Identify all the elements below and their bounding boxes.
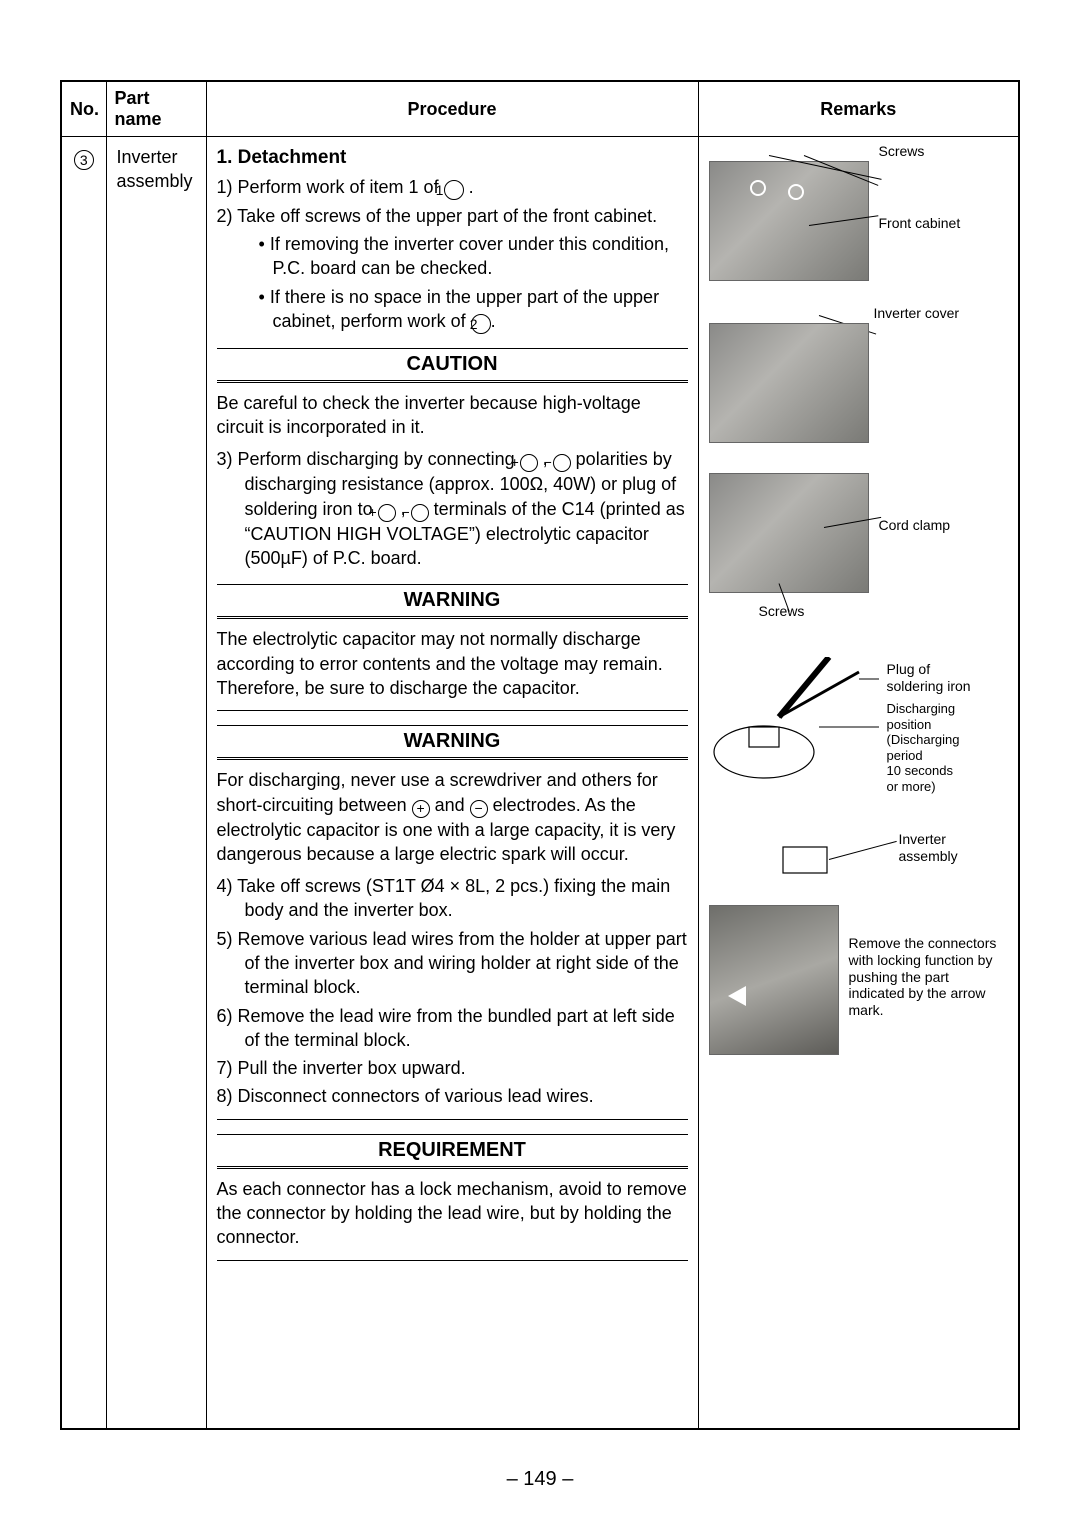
requirement-text: As each connector has a lock mechanism, … bbox=[217, 1177, 688, 1250]
header-proc: Procedure bbox=[206, 82, 698, 137]
warning-1-text: The electrolytic capacitor may not norma… bbox=[217, 627, 688, 700]
cell-remarks: Screws Front cabinet Inverter cover bbox=[698, 137, 1018, 1429]
step-1-end: . bbox=[464, 177, 474, 197]
divider bbox=[217, 725, 688, 726]
sketch-placeholder bbox=[709, 657, 879, 797]
circled-ref-1: 1 bbox=[444, 180, 464, 200]
step-5: 5) Remove various lead wires from the ho… bbox=[217, 927, 688, 1000]
table-row: 3 Inverter assembly 1. Detachment 1) Per… bbox=[62, 137, 1018, 1429]
step-2-bullet-1: If removing the inverter cover under thi… bbox=[259, 232, 688, 281]
steps-list-2: 3) Perform discharging by connecting + ,… bbox=[217, 447, 688, 570]
minus-icon: − bbox=[553, 454, 571, 472]
warning-heading-1: WARNING bbox=[217, 587, 688, 619]
figure-inverter-assembly-label: Inverter assembly bbox=[709, 831, 1009, 891]
procedure-table: No. Part name Procedure Remarks 3 Invert… bbox=[62, 82, 1018, 1428]
requirement-heading: REQUIREMENT bbox=[217, 1137, 688, 1169]
detachment-title: 1. Detachment bbox=[217, 145, 688, 171]
divider bbox=[217, 1260, 688, 1261]
header-no: No. bbox=[62, 82, 106, 137]
plus-icon: + bbox=[378, 504, 396, 522]
steps-list-3: 4) Take off screws (ST1T Ø4 × 8L, 2 pcs.… bbox=[217, 874, 688, 1109]
warning-heading-2: WARNING bbox=[217, 728, 688, 760]
minus-icon: − bbox=[411, 504, 429, 522]
page-frame: No. Part name Procedure Remarks 3 Invert… bbox=[60, 80, 1020, 1430]
divider bbox=[217, 348, 688, 349]
divider bbox=[217, 710, 688, 711]
step-2-bullets: If removing the inverter cover under thi… bbox=[245, 232, 688, 334]
leader-line bbox=[828, 841, 896, 860]
label-inverter-assembly: Inverter assembly bbox=[899, 831, 958, 865]
step-1: 1) Perform work of item 1 of 1 . bbox=[217, 175, 688, 200]
header-rem: Remarks bbox=[698, 82, 1018, 137]
label-front-cabinet: Front cabinet bbox=[879, 215, 961, 232]
figure-screws-front-cabinet: Screws Front cabinet bbox=[709, 145, 1009, 295]
table-header-row: No. Part name Procedure Remarks bbox=[62, 82, 1018, 137]
part-name-line1: Inverter bbox=[117, 147, 178, 167]
step-8: 8) Disconnect connectors of various lead… bbox=[217, 1084, 688, 1108]
photo-placeholder bbox=[709, 323, 869, 443]
step-6: 6) Remove the lead wire from the bundled… bbox=[217, 1004, 688, 1053]
step-2: 2) Take off screws of the upper part of … bbox=[217, 204, 688, 228]
header-part: Part name bbox=[106, 82, 206, 137]
plus-icon: + bbox=[520, 454, 538, 472]
step-2-bullet-2: If there is no space in the upper part o… bbox=[259, 285, 688, 334]
inverter-box-sketch-icon bbox=[779, 841, 839, 881]
minus-icon: − bbox=[470, 800, 488, 818]
label-screws: Screws bbox=[879, 143, 925, 160]
cell-part-name: Inverter assembly bbox=[106, 137, 206, 1429]
cell-procedure: 1. Detachment 1) Perform work of item 1 … bbox=[206, 137, 698, 1429]
label-connector-note: Remove the connectors with locking funct… bbox=[849, 935, 1009, 1019]
divider bbox=[217, 584, 688, 585]
photo-placeholder bbox=[709, 473, 869, 593]
figure-connector: Remove the connectors with locking funct… bbox=[709, 905, 1009, 1075]
photo-placeholder bbox=[709, 905, 839, 1055]
step-3: 3) Perform discharging by connecting + ,… bbox=[217, 447, 688, 570]
label-cord-clamp: Cord clamp bbox=[879, 517, 951, 534]
label-discharge-position: Discharging position (Discharging period… bbox=[887, 701, 960, 795]
step-7: 7) Pull the inverter box upward. bbox=[217, 1056, 688, 1080]
cell-no: 3 bbox=[62, 137, 106, 1429]
step-4: 4) Take off screws (ST1T Ø4 × 8L, 2 pcs.… bbox=[217, 874, 688, 923]
soldering-iron-sketch-icon bbox=[709, 657, 879, 797]
steps-list-1: 1) Perform work of item 1 of 1 . 2) Take… bbox=[217, 175, 688, 228]
caution-text: Be careful to check the inverter because… bbox=[217, 391, 688, 440]
page-number: – 149 – bbox=[0, 1468, 1080, 1491]
step-3-a: 3) Perform discharging by connecting bbox=[217, 449, 520, 469]
circled-number-3: 3 bbox=[74, 150, 94, 170]
step-1-text: 1) Perform work of item 1 of bbox=[217, 177, 444, 197]
divider bbox=[217, 1119, 688, 1120]
figure-inverter-cover: Inverter cover bbox=[709, 309, 1009, 459]
step-2-b2-b: . bbox=[491, 311, 496, 331]
figure-discharge-sketch: Plug of soldering iron Discharging posit… bbox=[709, 657, 1009, 817]
arrow-left-icon bbox=[728, 986, 746, 1006]
label-inverter-cover: Inverter cover bbox=[874, 305, 960, 322]
part-name-line2: assembly bbox=[117, 171, 193, 191]
label-plug-iron: Plug of soldering iron bbox=[887, 661, 971, 695]
step-2-b2-a: If there is no space in the upper part o… bbox=[270, 287, 659, 331]
warning-2-text: For discharging, never use a screwdriver… bbox=[217, 768, 688, 866]
figure-cord-clamp: Cord clamp Screws bbox=[709, 473, 1009, 643]
remarks-stack: Screws Front cabinet Inverter cover bbox=[709, 145, 1009, 1075]
label-screws-2: Screws bbox=[759, 603, 805, 620]
warning-2-b: and bbox=[430, 795, 470, 815]
divider bbox=[217, 1134, 688, 1135]
circled-ref-2: 2 bbox=[471, 314, 491, 334]
plus-icon: + bbox=[412, 800, 430, 818]
caution-heading: CAUTION bbox=[217, 351, 688, 383]
